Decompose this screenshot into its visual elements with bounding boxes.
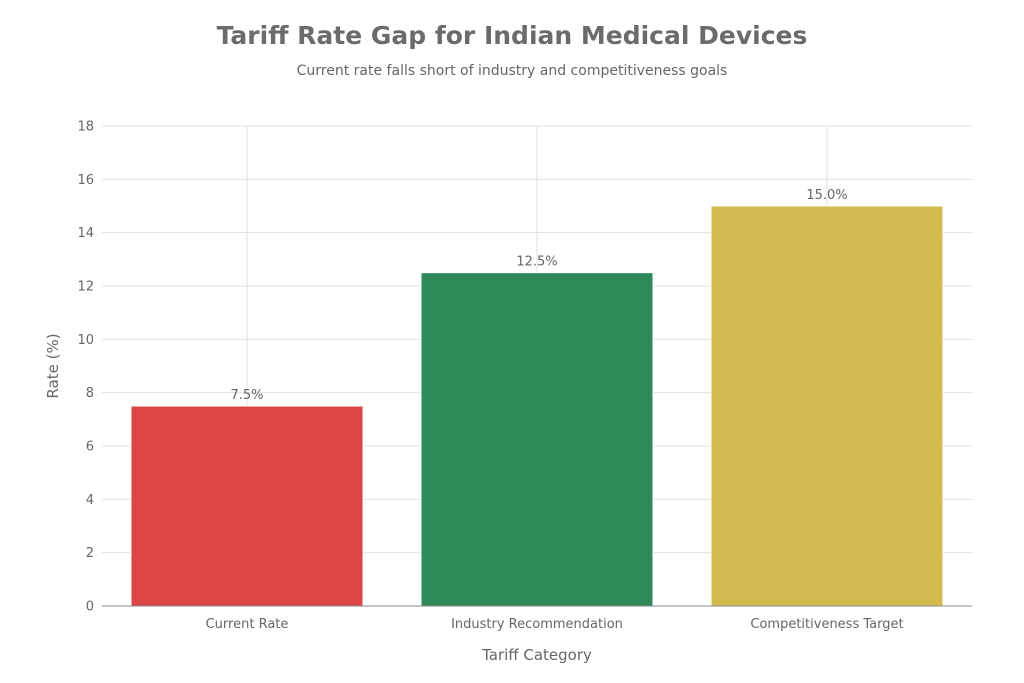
bar-value-label: 12.5% — [516, 255, 557, 270]
y-tick-label: 6 — [86, 440, 94, 455]
chart-title: Tariff Rate Gap for Indian Medical Devic… — [217, 21, 808, 50]
y-tick-label: 10 — [77, 333, 94, 348]
bar — [710, 205, 944, 607]
bar-value-label: 15.0% — [806, 188, 847, 203]
y-tick-label: 4 — [86, 493, 94, 508]
y-tick-label: 18 — [77, 120, 94, 135]
x-tick-label: Competitiveness Target — [750, 617, 903, 632]
x-tick-label: Industry Recommendation — [451, 617, 623, 632]
bar-value-label: 7.5% — [230, 388, 263, 403]
y-tick-label: 16 — [77, 173, 94, 188]
y-tick-label: 8 — [86, 386, 94, 401]
x-axis-label: Tariff Category — [481, 646, 592, 664]
bar — [130, 405, 364, 607]
y-tick-label: 14 — [77, 226, 94, 241]
y-tick-label: 0 — [86, 600, 94, 615]
y-tick-label: 12 — [77, 280, 94, 295]
bar — [420, 272, 654, 607]
y-axis-label: Rate (%) — [44, 333, 62, 398]
chart-subtitle: Current rate falls short of industry and… — [297, 63, 728, 79]
bar-layer — [130, 205, 944, 607]
y-tick-label: 2 — [86, 546, 94, 561]
x-tick-label: Current Rate — [206, 617, 289, 632]
data-label-layer: 7.5% 12.5% 15.0% — [230, 188, 847, 403]
tick-layer: 0 2 4 6 8 10 12 14 16 18 Current Rate Industry Reco… — [77, 120, 972, 632]
